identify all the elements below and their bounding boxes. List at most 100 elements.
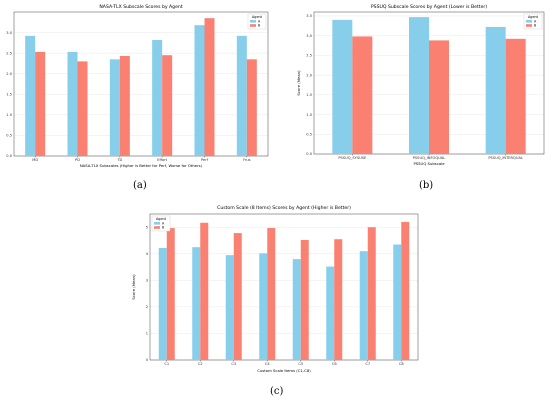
- y-tick-label: 0.5: [306, 132, 312, 136]
- bar-b-pssuq_interqual: [505, 38, 526, 155]
- chart-title: PSSUQ Subscale Scores by Agent (Lower is…: [371, 4, 487, 10]
- y-tick-label: 0.5: [6, 134, 12, 138]
- bar-a-c2: [192, 247, 201, 360]
- custom-scale-chart: 0 1 2 3 4 5 C1 C2 C3 C4 C5 C6 C7 C8 Custom Scale (8 It…: [131, 205, 419, 373]
- bar-a-frus: [236, 35, 247, 157]
- bar-a-c6: [326, 266, 335, 360]
- bar-b-md: [35, 51, 46, 157]
- bar-b-c6: [334, 239, 343, 360]
- y-tick-label: 4: [146, 252, 149, 256]
- y-tick-label: 1.0: [306, 113, 312, 117]
- x-tick-label: PSSUQ_SYSUSE: [338, 156, 367, 160]
- bar-b-c4: [267, 228, 276, 360]
- bar-a-pssuq_interqual: [485, 26, 506, 154]
- x-tick-label: C3: [231, 362, 236, 366]
- bar-b-pssuq_infoqual: [429, 40, 449, 154]
- legend-swatch-a: [526, 20, 532, 23]
- bar-a-md: [25, 35, 36, 157]
- x-tick-label: TD: [116, 158, 122, 162]
- y-tick-label: 1.0: [6, 113, 12, 117]
- x-tick-label: C4: [265, 362, 271, 366]
- x-tick-label: PSSUQ_INTERQUAL: [488, 156, 523, 160]
- y-tick-label: 2: [146, 305, 148, 309]
- chart-panel-a: 0.0 0.5 1.0 1.5 2.0 2.5 3.0 MD PD TD Effort Perf Fru…: [2, 2, 272, 174]
- chart-panel-c: 0 1 2 3 4 5 C1 C2 C3 C4 C5 C6 C7 C8 Custom Scale (8 It…: [128, 202, 422, 378]
- bar-a-td: [109, 59, 120, 156]
- bar-a-effort: [152, 39, 163, 156]
- legend-swatch-a: [250, 20, 256, 23]
- bar-b-c8: [401, 221, 410, 360]
- x-tick-label: C7: [365, 362, 370, 366]
- bar-a-perf: [194, 25, 205, 157]
- bar-a-c8: [393, 244, 402, 360]
- x-tick-label: PD: [75, 158, 80, 162]
- legend-label-a: A: [162, 221, 165, 225]
- y-tick-label: 0: [146, 358, 149, 362]
- bar-b-c2: [200, 222, 209, 360]
- bar-a-pd: [67, 51, 78, 157]
- bar-a-c3: [225, 255, 234, 360]
- y-tick-label: 3.0: [6, 31, 12, 35]
- legend-label-b: B: [534, 24, 536, 28]
- bar-b-pd: [77, 61, 88, 156]
- x-axis-label: Custom Scale Items (C1-C8): [257, 368, 311, 373]
- nasa-tlx-chart: 0.0 0.5 1.0 1.5 2.0 2.5 3.0 MD PD TD Effort Perf Fru…: [6, 4, 269, 168]
- legend-swatch-a: [154, 222, 160, 225]
- bar-b-c7: [367, 227, 376, 360]
- bar-b-perf: [204, 18, 215, 156]
- bar-a-c5: [292, 259, 301, 360]
- legend-title: Agent: [156, 217, 167, 221]
- y-tick-label: 1.5: [6, 92, 12, 96]
- y-axis-label: Score (Mean): [131, 274, 136, 300]
- y-tick-label: 2.5: [306, 54, 312, 58]
- y-tick-label: 0.0: [6, 154, 12, 158]
- plot-frame: [13, 11, 269, 157]
- x-tick-label: C1: [164, 362, 169, 366]
- bar-b-c1: [166, 228, 175, 360]
- x-tick-label: PSSUQ_INFOQUAL: [413, 156, 446, 160]
- x-axis-label: NASA-TLX Subscales (Higher is Better for…: [80, 163, 203, 168]
- plot-frame: [149, 213, 419, 361]
- y-tick-label: 3.0: [306, 34, 312, 38]
- y-tick-label: 2.5: [6, 51, 12, 55]
- bar-a-pssuq_sysuse: [332, 19, 353, 155]
- bar-a-c4: [259, 253, 268, 360]
- x-axis-label: PSSUQ Subscale: [413, 161, 445, 166]
- pssuq-chart: 0.0 0.5 1.0 1.5 2.0 2.5 3.0 3.5 PSSUQ_SYSUSE PSSU…: [296, 4, 545, 166]
- bar-a-pssuq_infoqual: [409, 17, 429, 154]
- x-tick-label: Effort: [157, 158, 167, 162]
- caption-a: (a): [133, 180, 147, 191]
- legend-label-a: A: [258, 19, 261, 23]
- x-tick-label: C6: [332, 362, 338, 366]
- bar-a-c1: [158, 247, 167, 360]
- bar-b-c3: [233, 233, 242, 360]
- x-tick-label: C5: [298, 362, 303, 366]
- x-tick-label: C8: [399, 362, 405, 366]
- x-tick-label: MD: [32, 158, 38, 162]
- caption-b: (b): [419, 180, 434, 191]
- bar-b-c5: [300, 240, 309, 360]
- chart-title: Custom Scale (8 Items) Scores by Agent (…: [217, 205, 351, 211]
- legend-swatch-b: [250, 24, 256, 27]
- x-tick-label: Frus: [243, 158, 251, 162]
- y-tick-label: 2.0: [306, 73, 312, 77]
- bar-b-td: [119, 56, 130, 156]
- chart-title: NASA-TLX Subscale Scores by Agent: [99, 4, 182, 10]
- y-tick-label: 5: [146, 225, 148, 229]
- x-tick-label: C2: [198, 362, 203, 366]
- legend-title: Agent: [528, 15, 539, 19]
- bar-b-frus: [246, 59, 257, 156]
- chart-panel-b: 0.0 0.5 1.0 1.5 2.0 2.5 3.0 3.5 PSSUQ_SYSUSE PSSU…: [294, 2, 548, 174]
- bar-b-pssuq_sysuse: [352, 36, 373, 155]
- legend-title: Agent: [252, 15, 263, 19]
- y-tick-label: 3.5: [306, 14, 312, 18]
- x-tick-label: Perf: [201, 158, 209, 162]
- bar-b-effort: [162, 55, 173, 157]
- bar-a-c7: [359, 251, 368, 360]
- legend-swatch-b: [154, 226, 160, 229]
- y-axis-label: Score (Mean): [296, 70, 301, 96]
- y-tick-label: 0.0: [306, 152, 312, 156]
- y-tick-label: 1.5: [306, 93, 312, 97]
